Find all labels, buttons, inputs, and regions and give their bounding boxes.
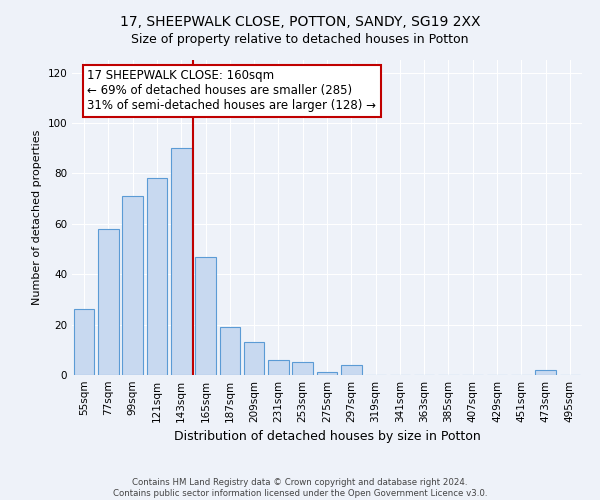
Bar — [122, 196, 143, 375]
Y-axis label: Number of detached properties: Number of detached properties — [32, 130, 42, 305]
X-axis label: Distribution of detached houses by size in Potton: Distribution of detached houses by size … — [173, 430, 481, 444]
Bar — [317, 372, 337, 375]
Text: 17, SHEEPWALK CLOSE, POTTON, SANDY, SG19 2XX: 17, SHEEPWALK CLOSE, POTTON, SANDY, SG19… — [120, 15, 480, 29]
Bar — [268, 360, 289, 375]
Bar — [292, 362, 313, 375]
Bar — [74, 310, 94, 375]
Bar — [171, 148, 191, 375]
Bar — [535, 370, 556, 375]
Text: Size of property relative to detached houses in Potton: Size of property relative to detached ho… — [131, 32, 469, 46]
Bar — [244, 342, 265, 375]
Bar — [98, 229, 119, 375]
Bar — [146, 178, 167, 375]
Bar — [220, 327, 240, 375]
Bar — [341, 365, 362, 375]
Bar — [195, 256, 216, 375]
Text: Contains HM Land Registry data © Crown copyright and database right 2024.
Contai: Contains HM Land Registry data © Crown c… — [113, 478, 487, 498]
Text: 17 SHEEPWALK CLOSE: 160sqm
← 69% of detached houses are smaller (285)
31% of sem: 17 SHEEPWALK CLOSE: 160sqm ← 69% of deta… — [88, 70, 376, 112]
